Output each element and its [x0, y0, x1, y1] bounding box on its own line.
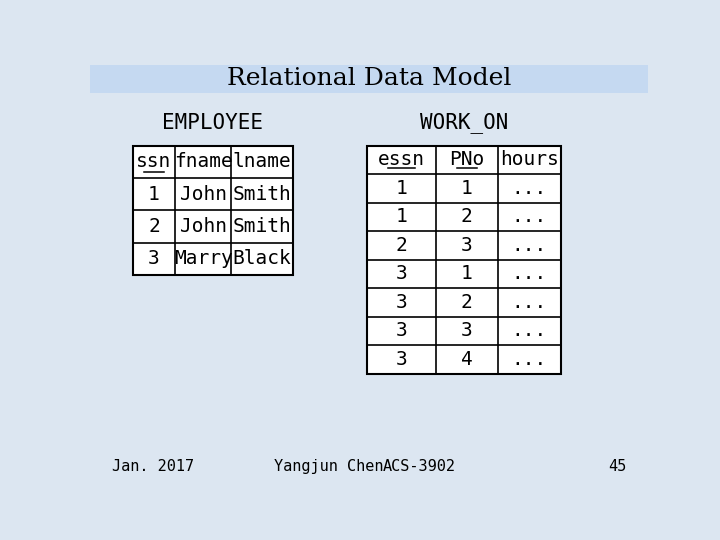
Text: ACS-3902: ACS-3902: [383, 459, 456, 474]
Text: 2: 2: [396, 236, 408, 255]
Text: 45: 45: [608, 459, 626, 474]
Text: John: John: [180, 185, 227, 204]
Text: 1: 1: [148, 185, 160, 204]
Text: 1: 1: [396, 207, 408, 226]
Text: 3: 3: [396, 293, 408, 312]
Text: ...: ...: [512, 265, 547, 284]
Bar: [132, 146, 293, 275]
Text: Smith: Smith: [233, 185, 292, 204]
Text: fname: fname: [174, 152, 233, 171]
Text: 3: 3: [396, 265, 408, 284]
Text: hours: hours: [500, 151, 559, 170]
Text: 1: 1: [396, 179, 408, 198]
Bar: [90, 65, 648, 92]
Text: 3: 3: [396, 321, 408, 340]
Text: 3: 3: [148, 249, 160, 268]
Text: Smith: Smith: [233, 217, 292, 236]
Text: lname: lname: [233, 152, 292, 171]
Text: 4: 4: [461, 350, 472, 369]
Text: 3: 3: [461, 321, 472, 340]
Text: John: John: [180, 217, 227, 236]
Text: ssn: ssn: [136, 152, 171, 171]
Text: EMPLOYEE: EMPLOYEE: [162, 113, 264, 133]
Bar: [367, 146, 561, 374]
Text: 1: 1: [461, 179, 472, 198]
Text: Marry: Marry: [174, 249, 233, 268]
Text: Black: Black: [233, 249, 292, 268]
Text: 3: 3: [461, 236, 472, 255]
Text: ...: ...: [512, 236, 547, 255]
Text: Yangjun Chen: Yangjun Chen: [274, 459, 384, 474]
Text: ...: ...: [512, 179, 547, 198]
Text: 2: 2: [148, 217, 160, 236]
Text: ...: ...: [512, 293, 547, 312]
Text: Jan. 2017: Jan. 2017: [112, 459, 194, 474]
Text: essn: essn: [378, 151, 425, 170]
Text: WORK_ON: WORK_ON: [420, 112, 508, 133]
Text: 1: 1: [461, 265, 472, 284]
Text: 2: 2: [461, 293, 472, 312]
Text: PNo: PNo: [449, 151, 485, 170]
Text: ...: ...: [512, 207, 547, 226]
Text: 3: 3: [396, 350, 408, 369]
Text: ...: ...: [512, 350, 547, 369]
Text: 2: 2: [461, 207, 472, 226]
Text: Relational Data Model: Relational Data Model: [227, 67, 511, 90]
Text: ...: ...: [512, 321, 547, 340]
